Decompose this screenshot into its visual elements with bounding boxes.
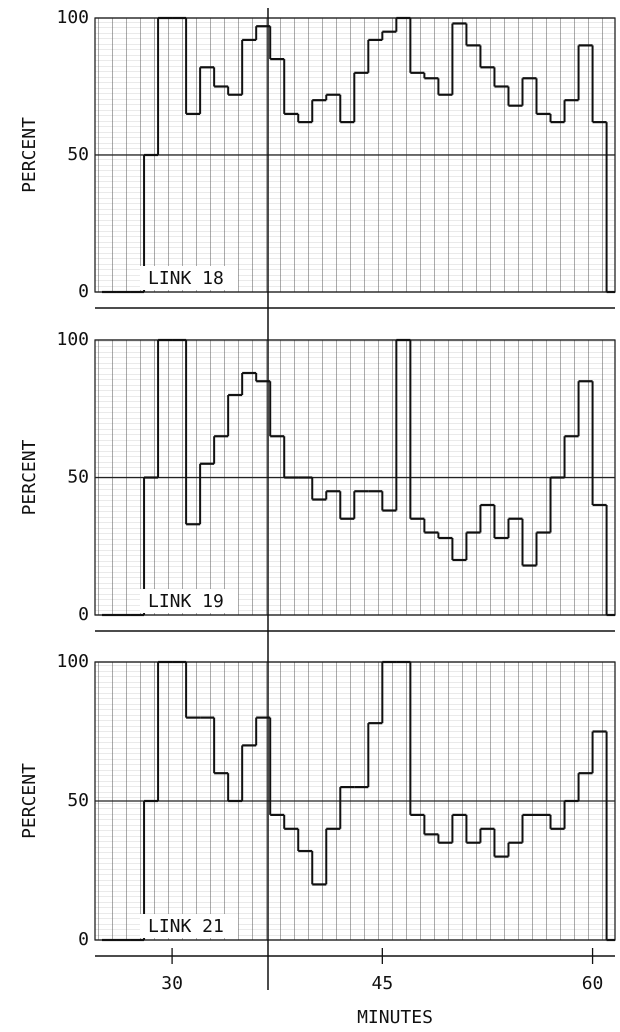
x-tick-label: 30 <box>161 973 183 994</box>
y-tick-label: 0 <box>78 281 89 302</box>
y-axis-label: PERCENT <box>19 117 40 193</box>
y-tick-label: 0 <box>78 604 89 625</box>
panels: 0 50 100 PERCENT LINK 18 0 50 100 PERCENT LINK 19… <box>19 7 616 1028</box>
y-tick-label: 0 <box>78 929 89 950</box>
panel-label: LINK 19 <box>148 591 224 612</box>
x-axis-label: MINUTES <box>357 1007 433 1028</box>
y-tick-label: 50 <box>67 790 89 811</box>
annotation-box <box>140 589 238 613</box>
y-tick-label: 50 <box>67 144 89 165</box>
panel-label: LINK 18 <box>148 268 224 289</box>
y-axis-label: PERCENT <box>19 439 40 515</box>
annotation-box <box>140 266 238 290</box>
y-axis-label: PERCENT <box>19 763 40 839</box>
x-tick-label: 45 <box>371 973 393 994</box>
annotation-box <box>140 914 238 938</box>
y-tick-label: 100 <box>56 7 89 28</box>
panel-label: LINK 21 <box>148 916 224 937</box>
x-tick-label: 60 <box>582 973 604 994</box>
y-tick-label: 100 <box>56 651 89 672</box>
y-tick-label: 100 <box>56 329 89 350</box>
y-tick-label: 50 <box>67 467 89 488</box>
